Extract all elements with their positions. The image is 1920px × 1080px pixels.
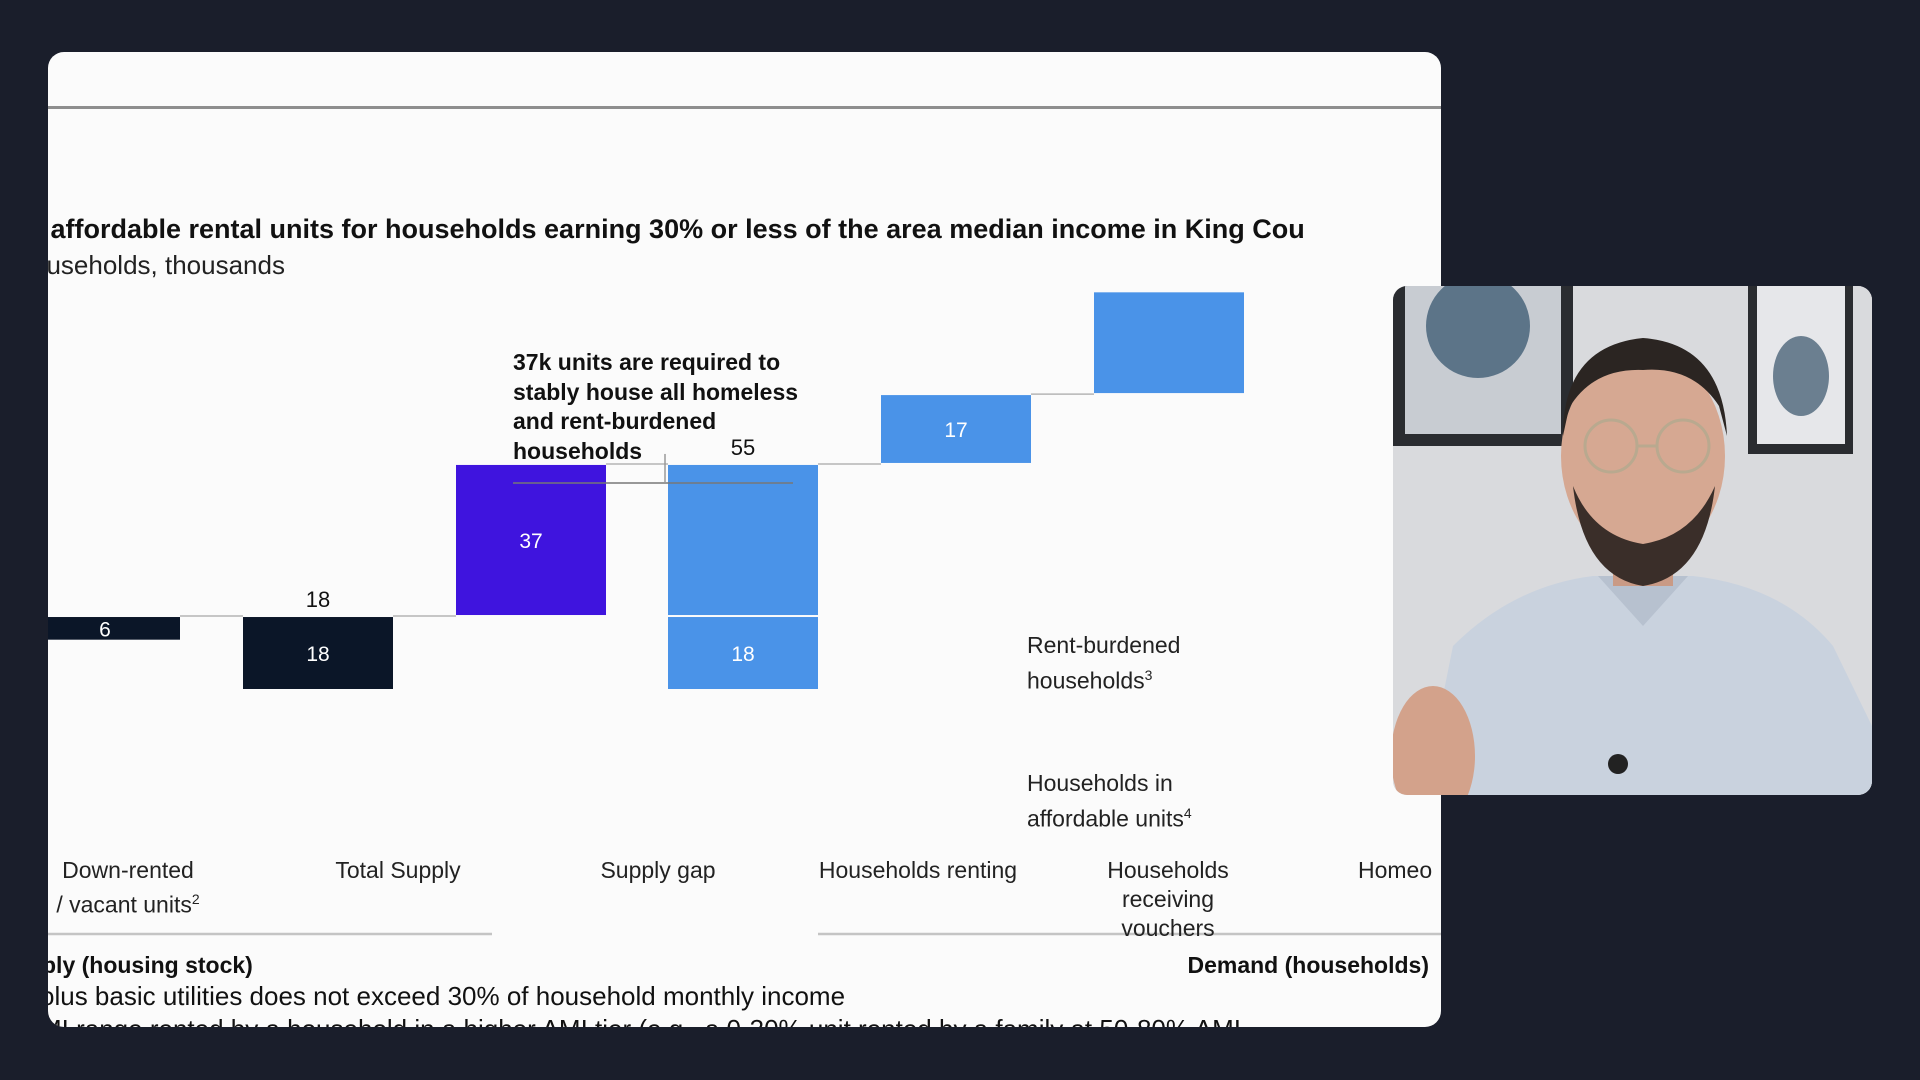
bar-total-supply bbox=[243, 617, 393, 689]
bar-down-rented-vacant-units bbox=[48, 617, 180, 640]
wall-art-shape bbox=[1426, 286, 1530, 378]
waterfall-chart: 6 18 18 37 55 18 17 bbox=[48, 292, 1441, 936]
chart-slide: f affordable rental units for households… bbox=[48, 52, 1441, 1027]
rent-burdened-text: Rent-burdened households bbox=[1027, 632, 1181, 694]
supply-group-label: ply (housing stock) bbox=[48, 952, 253, 978]
affordable-units-annotation: Households in affordable units4 bbox=[1027, 768, 1217, 834]
presenter-video bbox=[1393, 286, 1872, 795]
bar-households-renting bbox=[668, 464, 818, 616]
wall-art-shape bbox=[1773, 336, 1829, 416]
category-label-down-rented: Down-rented / vacant units2 bbox=[53, 856, 203, 920]
category-label-households-renting: Households renting bbox=[818, 857, 1018, 883]
presenter-beard bbox=[1573, 486, 1715, 586]
demand-group-label: Demand (households) bbox=[1187, 952, 1429, 978]
footnote-marker: 3 bbox=[1144, 667, 1153, 683]
bar-households-renting bbox=[668, 617, 818, 689]
data-label: 6 bbox=[99, 618, 111, 641]
category-label-homeowners: Homeo bbox=[1358, 857, 1433, 883]
total-label: 55 bbox=[731, 435, 755, 460]
top-rule bbox=[48, 106, 1441, 109]
supply-gap-callout: 37k units are required to stably house a… bbox=[513, 349, 799, 464]
data-label: 17 bbox=[944, 419, 967, 442]
presenter-hand bbox=[1393, 686, 1475, 795]
presenter-face bbox=[1561, 351, 1725, 561]
total-label: 18 bbox=[306, 587, 330, 612]
affordable-units-text: Households in affordable units bbox=[1027, 770, 1184, 832]
rent-burdened-annotation: Rent-burdened households3 bbox=[1027, 630, 1217, 696]
category-label-supply-gap: Supply gap bbox=[600, 857, 716, 883]
lapel-microphone bbox=[1608, 754, 1628, 774]
data-label: 37 bbox=[519, 530, 542, 553]
presenter-shirt bbox=[1423, 576, 1872, 795]
category-label-line: Down-rented bbox=[62, 857, 194, 883]
presenter-hair bbox=[1563, 338, 1727, 436]
footnote-2: MI range rented by a household in a high… bbox=[48, 1014, 1241, 1027]
bar-supply-gap bbox=[456, 464, 606, 616]
chart-subtitle: ouseholds, thousands bbox=[48, 250, 285, 280]
category-label-total-supply: Total Supply bbox=[335, 857, 461, 883]
category-label-line: / vacant units bbox=[56, 891, 192, 918]
data-label: 18 bbox=[731, 643, 754, 666]
bar-households-receiving-vouchers bbox=[881, 395, 1031, 463]
shirt-collar bbox=[1598, 576, 1688, 626]
data-label: 18 bbox=[306, 643, 329, 666]
chart-title: f affordable rental units for households… bbox=[48, 214, 1305, 244]
footnote-1: olus basic utilities does not exceed 30%… bbox=[48, 981, 846, 1011]
footnote-marker: 2 bbox=[191, 891, 200, 907]
category-label-vouchers: Households receiving vouchers bbox=[1107, 857, 1229, 941]
footnote-marker: 4 bbox=[1183, 805, 1192, 821]
bar-homeo bbox=[1094, 292, 1244, 394]
webcam-overlay bbox=[1393, 286, 1872, 795]
